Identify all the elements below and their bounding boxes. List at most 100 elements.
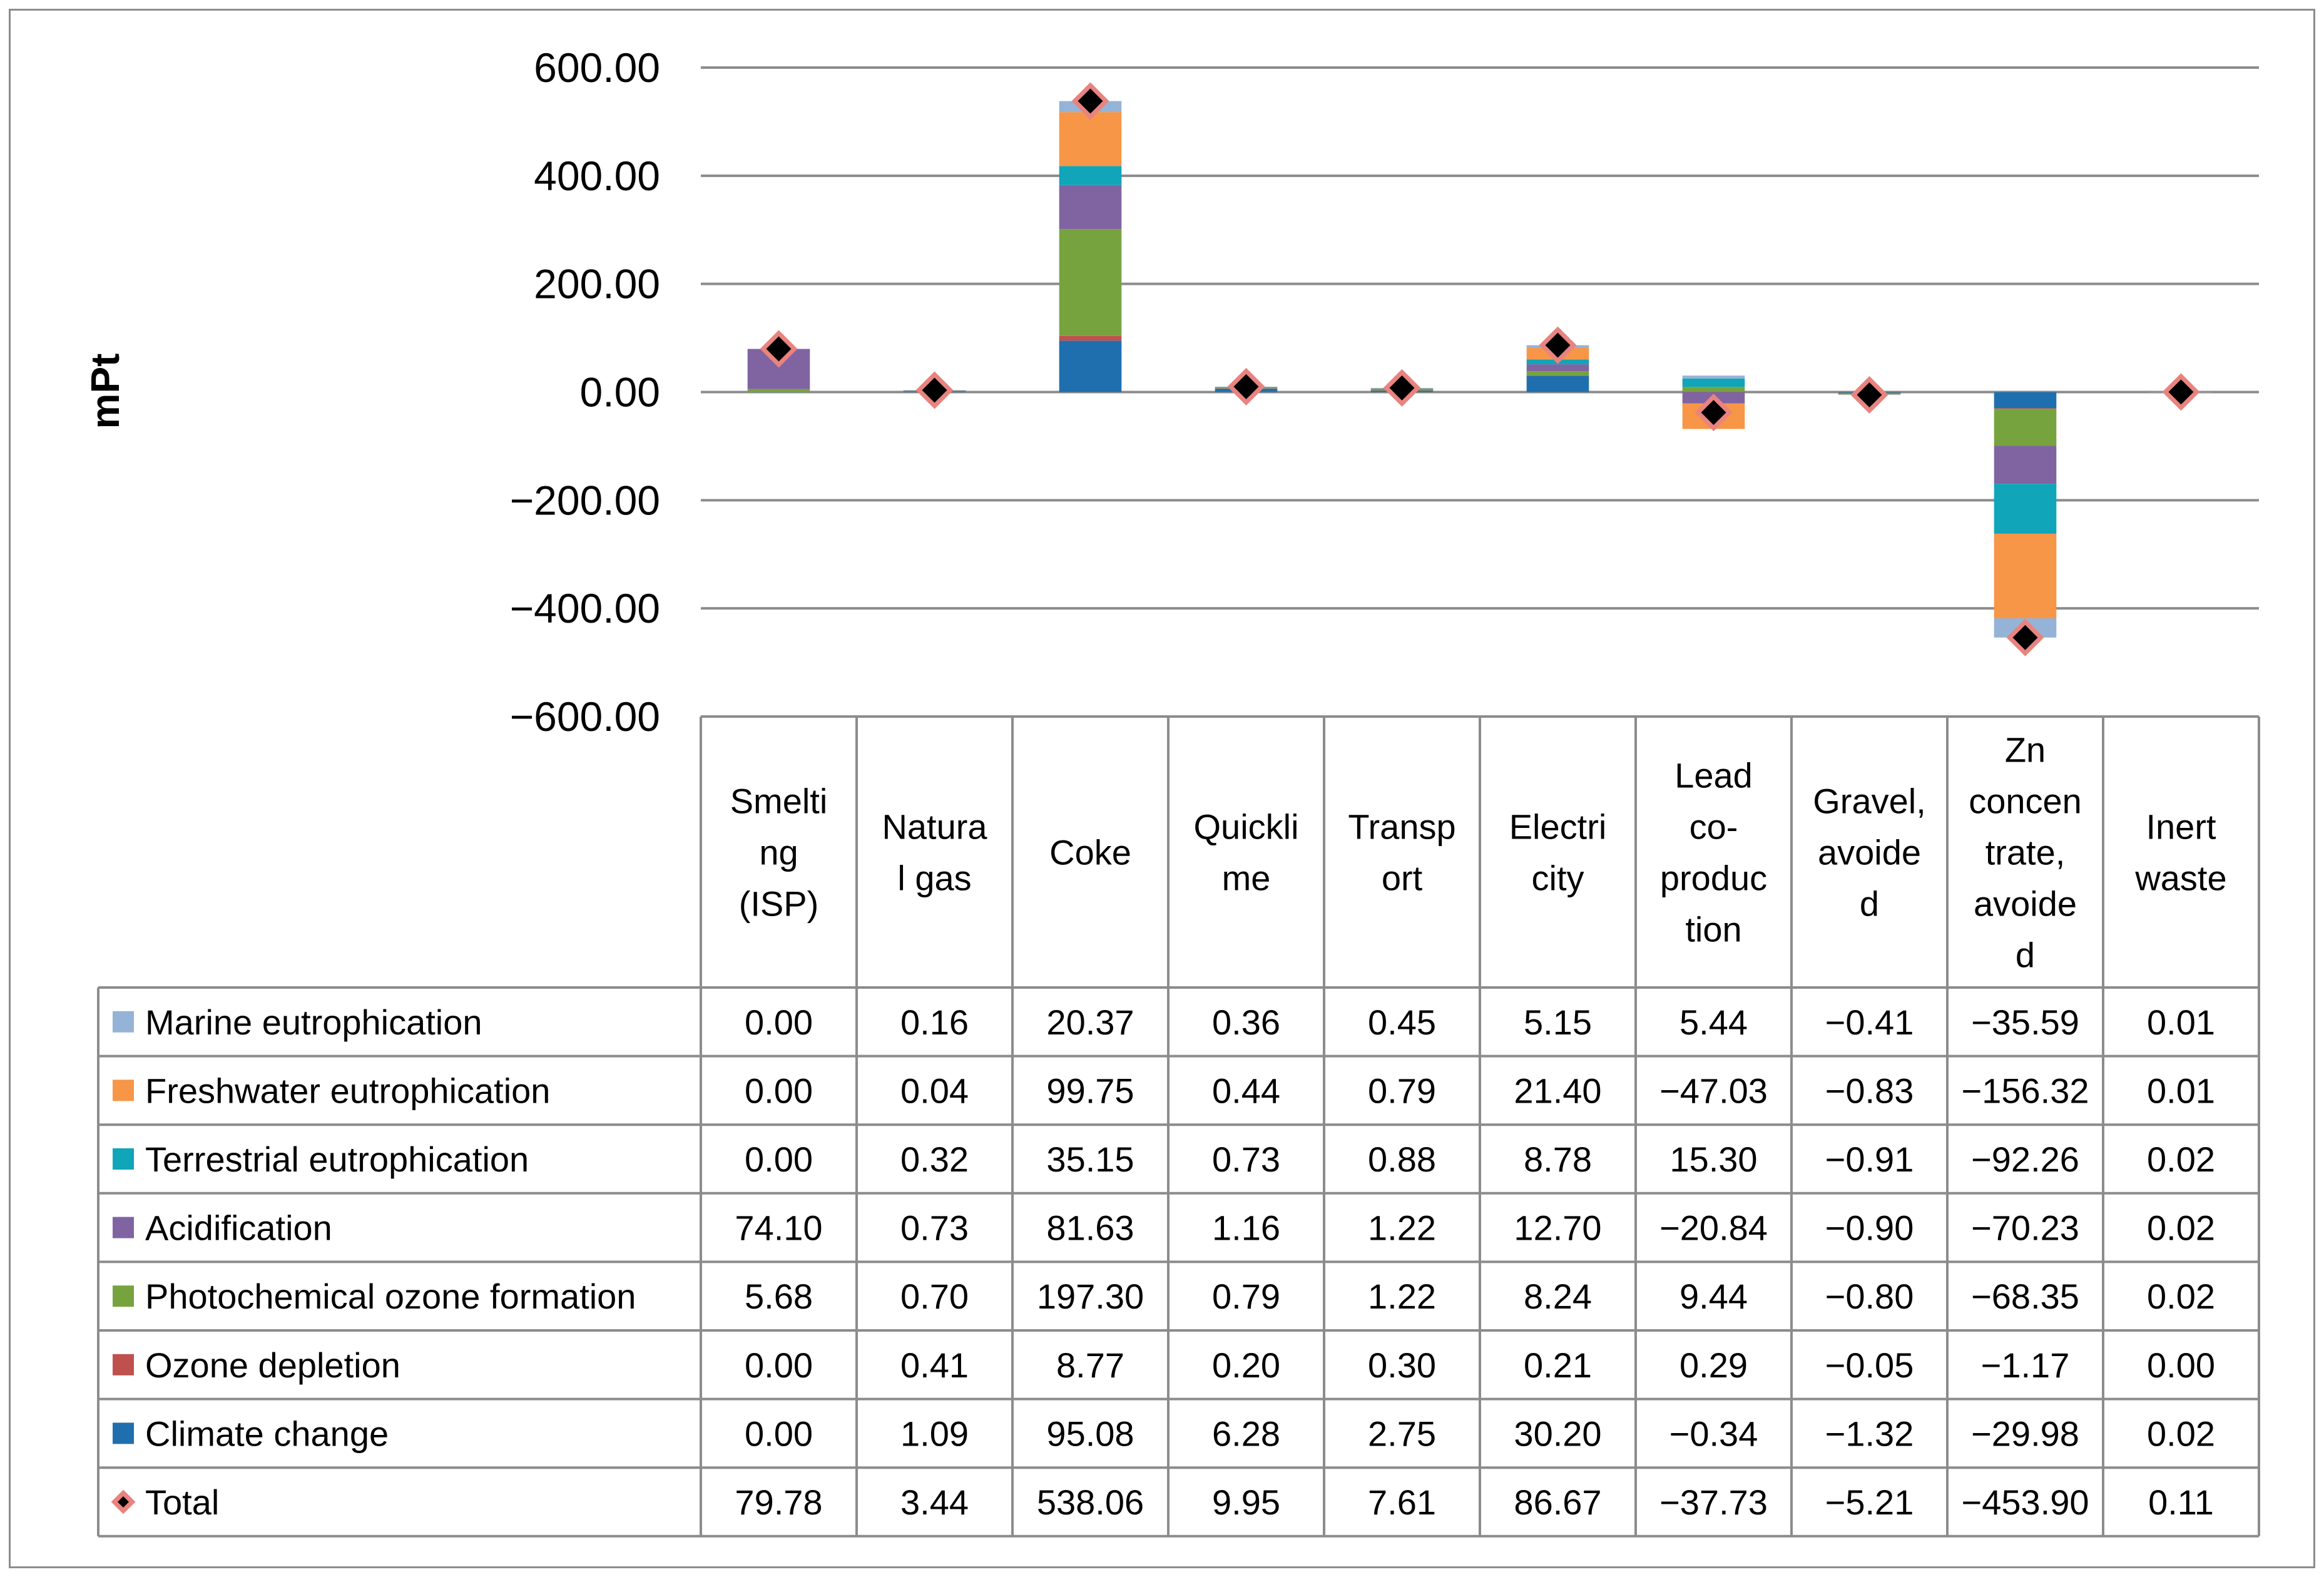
bar-segment	[1059, 229, 1122, 336]
bar-segment	[1059, 340, 1122, 392]
bar-segment	[1994, 409, 2057, 446]
legend-total-marker-core	[118, 1496, 129, 1508]
table-cell-value: −0.41	[1825, 1003, 1914, 1042]
category-label: Electri city	[1509, 807, 1607, 898]
table-cell-value: 5.15	[1524, 1003, 1592, 1042]
category-label-line: ort	[1382, 859, 1423, 898]
y-tick-label: −600.00	[510, 693, 660, 740]
table-cell-value: 81.63	[1046, 1208, 1134, 1248]
total-markers	[760, 82, 2200, 656]
table-cell-value: 0.00	[745, 1345, 813, 1385]
table-cell-value: −156.32	[1962, 1071, 2089, 1110]
category-label-line: Electri	[1509, 807, 1607, 847]
bar-segment	[1994, 392, 2057, 409]
legend-swatch	[113, 1354, 134, 1375]
category-label-line: trate,	[1985, 833, 2066, 872]
bar-segment	[1994, 408, 2057, 409]
y-axis-title: mPt	[83, 354, 128, 429]
total-marker-core	[1233, 374, 1259, 399]
chart-frame	[9, 9, 2315, 1568]
table-cell-value: 0.00	[745, 1071, 813, 1110]
table-cell-value: 7.61	[1368, 1483, 1436, 1522]
table-cell-value: −0.05	[1825, 1345, 1914, 1385]
table-cell-value: 0.20	[1212, 1345, 1280, 1385]
category-label-line: d	[1860, 884, 1879, 924]
table-cell-value: −0.83	[1825, 1071, 1914, 1110]
table-cell-value: −0.34	[1669, 1414, 1758, 1453]
legend-swatch	[113, 1422, 134, 1444]
table-cell-value: −0.91	[1825, 1140, 1914, 1179]
category-label-line: Inert	[2146, 807, 2216, 847]
table-cell-value: 0.00	[2147, 1345, 2215, 1385]
table-cell-value: 30.20	[1514, 1414, 1601, 1453]
table-cell-value: −1.17	[1981, 1345, 2070, 1385]
table-cell-value: 0.16	[900, 1003, 969, 1042]
table-cell-value: −0.80	[1825, 1277, 1914, 1316]
legend-label: Acidification	[145, 1208, 332, 1248]
table-cell-value: 0.73	[900, 1208, 969, 1248]
table-cell-value: 86.67	[1514, 1483, 1601, 1522]
legend-label: Climate change	[145, 1414, 389, 1453]
bar-segment	[1994, 446, 2057, 484]
table-cell-value: 0.41	[900, 1345, 969, 1385]
legend-label: Total	[145, 1483, 219, 1522]
category-label: Coke	[1049, 833, 1131, 872]
bar-segment	[1526, 375, 1589, 392]
table-cell-value: 1.22	[1368, 1208, 1436, 1248]
table-cell-value: 15.30	[1669, 1140, 1757, 1179]
table-cell-value: 0.02	[2147, 1414, 2215, 1453]
y-tick-label: −200.00	[510, 477, 660, 523]
category-label-line: tion	[1685, 910, 1741, 949]
legend-swatch	[113, 1148, 134, 1170]
total-marker-core	[2012, 625, 2038, 650]
bar-segment	[1059, 112, 1122, 166]
table-cell-value: −453.90	[1962, 1483, 2089, 1522]
table-cell-value: 1.22	[1368, 1277, 1436, 1316]
y-tick-label: 400.00	[534, 153, 660, 199]
category-label-line: concen	[1969, 782, 2082, 821]
category-label-line: Zn	[2005, 730, 2046, 770]
table-cell-value: 197.30	[1037, 1277, 1144, 1316]
table-cell-value: 0.88	[1368, 1140, 1436, 1179]
bar-segment	[1683, 392, 1745, 393]
table-cell-value: −47.03	[1659, 1071, 1768, 1110]
bar-segment	[1682, 375, 1745, 379]
table-cell-value: 2.75	[1368, 1414, 1436, 1453]
category-label-line: me	[1222, 859, 1271, 898]
table-cell-value: 0.45	[1368, 1003, 1436, 1042]
total-marker-core	[766, 336, 792, 362]
table-cell-value: 0.02	[2147, 1208, 2215, 1248]
category-label-line: waste	[2134, 859, 2226, 898]
table-cell-value: 79.78	[735, 1483, 822, 1522]
category-label-line: l gas	[897, 859, 971, 898]
bar-segment	[1994, 484, 2057, 534]
legend-label: Photochemical ozone formation	[145, 1277, 636, 1316]
table-cell-value: 74.10	[735, 1208, 822, 1248]
table-cell-value: 5.44	[1679, 1003, 1748, 1042]
category-label-line: Quickli	[1193, 807, 1298, 847]
table-cell-value: −5.21	[1825, 1483, 1914, 1522]
table-cell-value: 8.77	[1056, 1345, 1124, 1385]
table-cell-value: 5.68	[745, 1277, 813, 1316]
table-cell-value: 0.30	[1368, 1345, 1436, 1385]
bar-segment	[747, 389, 810, 392]
table-cell-value: 0.44	[1212, 1071, 1280, 1110]
table-cell-value: 0.73	[1212, 1140, 1280, 1179]
bar-segment	[1059, 335, 1122, 341]
legend-swatch	[113, 1079, 134, 1101]
table-cell-value: 20.37	[1046, 1003, 1134, 1042]
table-cell-value: 0.79	[1368, 1071, 1436, 1110]
category-label: Gravel, avoide d	[1813, 782, 1926, 924]
category-label-line: avoide	[1818, 833, 1921, 872]
table-cell-value: −35.59	[1971, 1003, 2079, 1042]
category-label: Lead co-produc tion	[1660, 756, 1767, 949]
legend-label: Marine eutrophication	[145, 1003, 482, 1042]
table-cell-value: 1.16	[1212, 1208, 1280, 1248]
table-cell-value: 0.11	[2148, 1483, 2214, 1522]
bar-segment	[1526, 371, 1589, 376]
total-marker-core	[922, 377, 947, 403]
category-label-line: Lead	[1674, 756, 1753, 795]
table-cell-value: −92.26	[1971, 1140, 2079, 1179]
category-label-line: Coke	[1049, 833, 1131, 872]
y-tick-label: 200.00	[534, 261, 660, 307]
